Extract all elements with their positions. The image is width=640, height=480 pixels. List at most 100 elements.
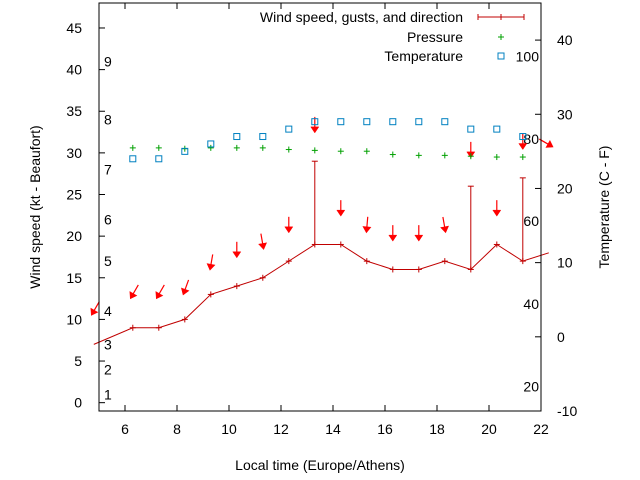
temperature-point (363, 118, 371, 126)
wind-direction-arrow (206, 254, 216, 271)
wind-direction-arrow (440, 216, 449, 234)
temperature-point (259, 133, 267, 141)
y-right-tick-label: 40 (557, 32, 573, 48)
legend-swatch-temperature (497, 52, 505, 60)
y-left-tick-label: 25 (66, 187, 82, 203)
x-tick-label: 6 (121, 421, 129, 437)
temperature-point (129, 155, 137, 163)
fahrenheit-label: 40 (523, 296, 539, 312)
arrow-head (90, 307, 99, 316)
wind-speed-line (93, 243, 549, 345)
beaufort-label: 5 (104, 253, 112, 269)
axes-layer: 6 8 10 12 14 16 18 20 22051015202530354045-10010… (66, 3, 577, 437)
arrow-head (232, 251, 242, 259)
temperature-point (441, 118, 449, 126)
arrow-head (388, 234, 398, 242)
data-layer (90, 116, 554, 345)
wind-direction-arrow (414, 225, 424, 242)
fahrenheit-label: 80 (523, 131, 539, 147)
y-left-tick-label: 5 (74, 353, 82, 369)
temperature-point (389, 118, 397, 126)
y-right-tick-label: 0 (557, 329, 565, 345)
y-left-tick-label: 20 (66, 228, 82, 244)
x-tick-label: 8 (173, 421, 181, 437)
temperature-point (415, 118, 423, 126)
y-left-tick-label: 15 (66, 270, 82, 286)
arrow-head (518, 143, 528, 151)
arrow-head (258, 242, 267, 250)
beaufort-label: 1 (104, 386, 112, 402)
arrow-head (181, 287, 190, 296)
arrow-head (129, 291, 138, 300)
x-tick-label: 12 (273, 421, 289, 437)
temperature-point (311, 118, 319, 126)
arrow-head (284, 226, 294, 234)
wind-direction-arrow (518, 133, 528, 151)
legend: Wind speed, gusts, and direction Pressur… (260, 9, 525, 64)
y-right-tick-label: 30 (557, 106, 573, 122)
y-left-tick-label: 40 (66, 62, 82, 78)
x-axis-label: Local time (Europe/Athens) (235, 457, 405, 473)
y-right-tick-label: 10 (557, 255, 573, 271)
legend-label-temperature: Temperature (384, 48, 463, 64)
wind-direction-arrow (232, 241, 242, 259)
temperature-point (337, 118, 345, 126)
wind-direction-arrow (492, 200, 502, 217)
wind-direction-arrow (155, 284, 165, 300)
beaufort-label: 4 (104, 303, 112, 319)
wind-direction-arrow (129, 284, 139, 300)
plot-frame (98, 2, 542, 412)
wind-direction-arrow (336, 200, 346, 217)
x-tick-label: 22 (533, 421, 549, 437)
legend-label-wind: Wind speed, gusts, and direction (260, 9, 463, 25)
beaufort-label: 7 (104, 162, 112, 178)
temperature-point (233, 133, 241, 141)
arrow-head (206, 263, 216, 271)
beaufort-label: 2 (104, 361, 112, 377)
wind-direction-arrow (362, 216, 372, 234)
arrow-head (155, 291, 164, 300)
arrow-head (310, 126, 320, 134)
temperature-point (467, 125, 475, 133)
y-axis-label-left: Wind speed (kt - Beaufort) (27, 125, 43, 288)
y-right-tick-label: 20 (557, 180, 573, 196)
temperature-point (519, 133, 527, 141)
wind-direction-arrow (538, 138, 554, 148)
legend-label-pressure: Pressure (407, 29, 463, 45)
temperature-point (207, 140, 215, 148)
x-tick-label: 10 (221, 421, 237, 437)
y-left-tick-label: 45 (66, 20, 82, 36)
fahrenheit-label: 60 (523, 213, 539, 229)
temperature-point (493, 125, 501, 133)
y-right-tick-label: -10 (557, 403, 577, 419)
wind-direction-arrow (388, 225, 398, 242)
arrow-head (362, 226, 372, 234)
arrow-head (336, 209, 346, 217)
temperature-point (155, 155, 163, 163)
x-tick-label: 16 (377, 421, 393, 437)
wind-direction-arrow (181, 279, 190, 296)
x-tick-label: 18 (429, 421, 445, 437)
y-left-tick-label: 0 (74, 395, 82, 411)
arrow-head (492, 209, 502, 217)
fahrenheit-label: 20 (523, 379, 539, 395)
arrow-head (545, 140, 554, 148)
y-left-tick-label: 10 (66, 311, 82, 327)
beaufort-label: 8 (104, 112, 112, 128)
y-axis-label-right: Temperature (C - F) (596, 146, 612, 269)
wind-direction-arrow (284, 216, 294, 234)
fahrenheit-label: 100 (516, 48, 540, 64)
temperature-point (181, 147, 189, 155)
y-left-tick-label: 30 (66, 145, 82, 161)
arrow-head (440, 225, 449, 234)
arrow-head (414, 234, 424, 242)
wind-direction-arrow (258, 233, 267, 250)
beaufort-label: 9 (104, 53, 112, 69)
x-tick-label: 20 (481, 421, 497, 437)
y-left-tick-label: 35 (66, 103, 82, 119)
wind-direction-arrow (90, 301, 100, 316)
x-tick-label: 14 (325, 421, 341, 437)
label-layer: Local time (Europe/Athens) Wind speed (k… (27, 125, 612, 473)
beaufort-label: 3 (104, 336, 112, 352)
